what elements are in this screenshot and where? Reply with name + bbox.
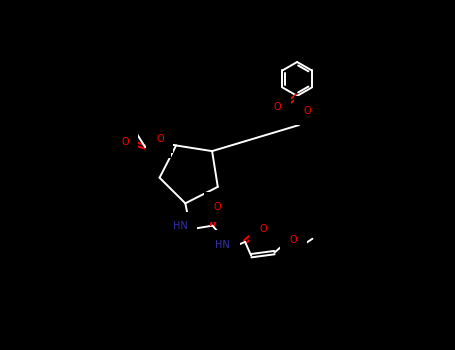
Text: HN: HN xyxy=(172,222,187,231)
Text: O: O xyxy=(289,235,297,245)
Text: O: O xyxy=(259,224,267,234)
Text: O: O xyxy=(213,202,221,212)
Text: O: O xyxy=(303,106,311,116)
Text: HN: HN xyxy=(215,240,230,250)
Text: O: O xyxy=(121,138,129,147)
Text: H: H xyxy=(159,146,164,152)
Text: O: O xyxy=(156,134,164,143)
Text: O: O xyxy=(274,103,282,112)
